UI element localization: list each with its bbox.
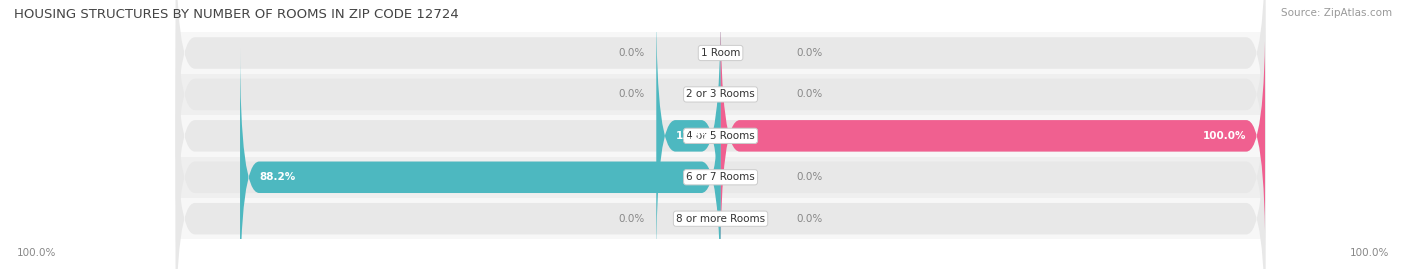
FancyBboxPatch shape [240, 48, 721, 269]
FancyBboxPatch shape [176, 7, 1265, 265]
Text: 100.0%: 100.0% [1202, 131, 1246, 141]
Text: 11.8%: 11.8% [675, 131, 711, 141]
Text: 0.0%: 0.0% [797, 214, 823, 224]
FancyBboxPatch shape [176, 0, 1265, 182]
Text: 0.0%: 0.0% [619, 89, 644, 100]
Bar [176, 198, 1265, 239]
FancyBboxPatch shape [176, 0, 1265, 224]
Text: Source: ZipAtlas.com: Source: ZipAtlas.com [1281, 8, 1392, 18]
Text: 8 or more Rooms: 8 or more Rooms [676, 214, 765, 224]
Text: 0.0%: 0.0% [797, 89, 823, 100]
Text: 6 or 7 Rooms: 6 or 7 Rooms [686, 172, 755, 182]
Bar [176, 157, 1265, 198]
Text: 0.0%: 0.0% [797, 48, 823, 58]
Text: 100.0%: 100.0% [17, 248, 56, 258]
FancyBboxPatch shape [176, 90, 1265, 269]
Text: HOUSING STRUCTURES BY NUMBER OF ROOMS IN ZIP CODE 12724: HOUSING STRUCTURES BY NUMBER OF ROOMS IN… [14, 8, 458, 21]
Text: 4 or 5 Rooms: 4 or 5 Rooms [686, 131, 755, 141]
Text: 2 or 3 Rooms: 2 or 3 Rooms [686, 89, 755, 100]
Text: 0.0%: 0.0% [797, 172, 823, 182]
Bar [176, 115, 1265, 157]
Bar [176, 32, 1265, 74]
FancyBboxPatch shape [657, 7, 721, 265]
Text: 88.2%: 88.2% [259, 172, 295, 182]
Text: 0.0%: 0.0% [619, 48, 644, 58]
Bar [176, 74, 1265, 115]
FancyBboxPatch shape [176, 48, 1265, 269]
Text: 100.0%: 100.0% [1350, 248, 1389, 258]
Text: 0.0%: 0.0% [619, 214, 644, 224]
Text: 1 Room: 1 Room [700, 48, 741, 58]
FancyBboxPatch shape [721, 7, 1265, 265]
